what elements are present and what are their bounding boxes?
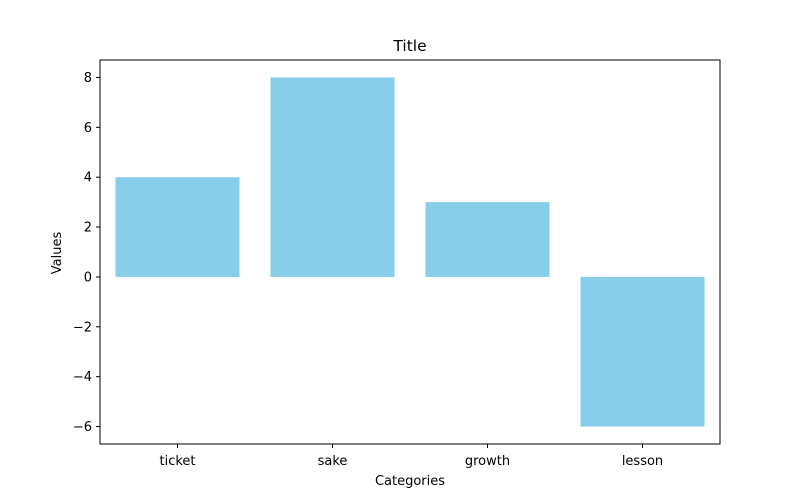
x-axis-title: Categories [375,474,445,489]
y-axis-title: Values [50,232,65,275]
chart-title: Title [392,37,426,55]
y-tick-label: 6 [84,121,92,136]
y-tick-label: −2 [73,320,92,335]
x-tick-label-sake: sake [318,454,348,469]
bars-group [115,77,705,427]
y-tick-label: 2 [84,221,92,236]
y-tick-label: −6 [73,420,92,435]
bar-growth [425,202,550,277]
y-tick-label: −4 [73,370,92,385]
bar-sake [270,77,395,277]
plot-frame [99,59,721,445]
y-tick-label: 4 [84,171,92,186]
y-tick-label: 0 [84,270,92,285]
x-tick-label-lesson: lesson [622,454,663,469]
bar-lesson [580,276,705,427]
y-axis-ticks: −6 −4 −2 0 2 4 6 8 [73,71,100,435]
y-tick-label: 8 [84,71,92,86]
x-axis-ticks: ticket sake growth lesson [159,444,663,469]
x-tick-label-ticket: ticket [159,454,195,469]
x-tick-label-growth: growth [465,454,510,469]
bar-ticket [115,177,240,277]
